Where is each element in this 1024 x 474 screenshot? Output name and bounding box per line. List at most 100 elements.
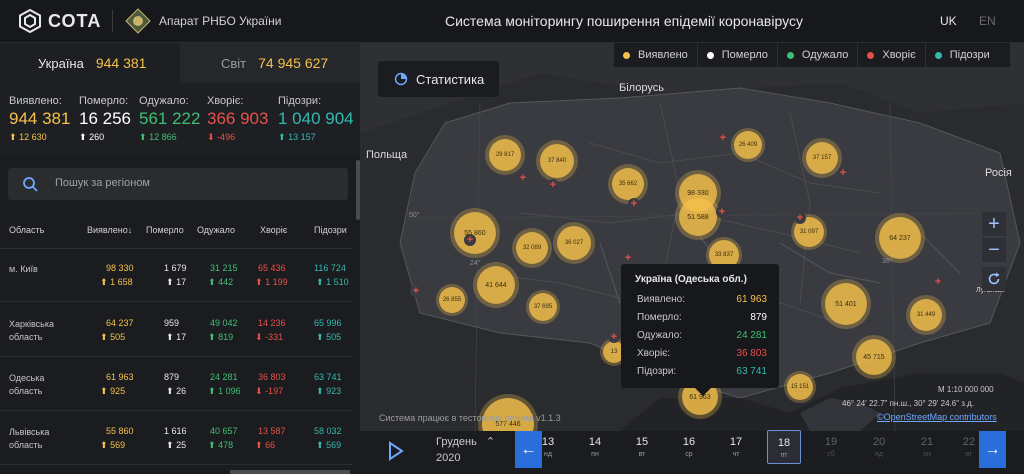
lang-uk[interactable]: UK <box>940 14 957 28</box>
region-bubble[interactable]: 41 644 <box>477 266 515 304</box>
region-name: Харківська область <box>9 319 54 342</box>
search-input[interactable]: Пошук за регіоном <box>55 177 150 189</box>
day-weekday: чт <box>732 451 740 458</box>
tab-world[interactable]: Світ 74 945 627 <box>180 43 360 83</box>
region-bubble[interactable]: 51 588 <box>679 198 717 236</box>
country-label-russia: Росія <box>985 167 1012 179</box>
legend-died[interactable]: Померло <box>698 43 778 67</box>
reset-view-button[interactable] <box>982 267 1006 291</box>
tooltip-row-value: 63 741 <box>736 366 767 377</box>
prev-day-button[interactable]: ← <box>515 431 542 468</box>
cross-marker-icon[interactable]: + <box>410 285 422 297</box>
next-day-button[interactable]: → <box>979 431 1006 468</box>
col-suspected[interactable]: Підозри <box>314 225 347 235</box>
bubble-label: 31 097 <box>799 229 819 235</box>
bubble-label: 37 840 <box>547 158 567 164</box>
cross-marker-icon[interactable]: + <box>608 331 620 343</box>
region-bubble[interactable]: 55 860 <box>454 212 496 254</box>
cross-marker-icon[interactable]: + <box>837 167 849 179</box>
day-number: 21 <box>920 436 934 448</box>
col-sick[interactable]: Хворіє <box>260 225 288 235</box>
region-bubble[interactable]: 26 855 <box>439 287 465 313</box>
grid-lon-label-24: 24° <box>470 260 481 267</box>
region-bubble[interactable]: 36 027 <box>557 226 591 260</box>
cross-marker-icon[interactable]: + <box>517 172 529 184</box>
died-value: 1 616 <box>164 426 187 436</box>
legend-sick[interactable]: Хворіє <box>858 43 926 67</box>
suspected-value: 65 996 <box>314 318 342 328</box>
cross-marker-icon[interactable]: + <box>716 206 728 218</box>
region-bubble[interactable]: 37 157 <box>806 142 838 174</box>
region-bubble[interactable]: 51 401 <box>825 283 867 325</box>
col-region[interactable]: Область <box>9 225 45 235</box>
arrow-up-icon: ⬆ <box>255 440 263 450</box>
timeline-day[interactable]: 20 нд <box>862 436 896 458</box>
col-died[interactable]: Померло <box>146 225 184 235</box>
region-bubble[interactable]: 26 409 <box>734 131 762 159</box>
app-header: СОТА Апарат РНБО України Система монітор… <box>0 0 1024 43</box>
osm-attribution-link[interactable]: ©OpenStreetMap contributors <box>877 412 997 422</box>
region-bubble[interactable]: 29 817 <box>489 139 521 171</box>
cross-marker-icon[interactable]: + <box>622 252 634 264</box>
zoom-out-button[interactable]: − <box>982 238 1006 262</box>
region-bubble[interactable]: 32 089 <box>516 232 548 264</box>
cota-logo[interactable]: СОТА <box>18 9 101 33</box>
sick-value: 14 236 <box>258 318 286 328</box>
suspected-delta: ⬆ 569 <box>316 440 341 451</box>
arrow-up-icon: ⬆ <box>166 332 174 342</box>
bubble-label: 29 817 <box>495 152 515 158</box>
table-row[interactable]: Харківська область 64 237 ⬆ 505 959 ⬆ 17… <box>0 304 352 357</box>
timeline-day[interactable]: 18 пт <box>767 430 801 464</box>
timeline-day[interactable]: 22 вт <box>959 436 979 458</box>
region-bubble[interactable]: 35 662 <box>612 168 644 200</box>
month-selector[interactable]: Грудень ⌃ 2020 <box>436 434 495 466</box>
timeline-day[interactable]: 16 ср <box>672 436 706 458</box>
tab-ukraine[interactable]: Україна 944 381 <box>0 43 180 83</box>
region-bubble[interactable]: 37 695 <box>529 293 557 321</box>
region-bubble[interactable]: 13 <box>603 341 625 363</box>
rnbo-link[interactable]: Апарат РНБО України <box>125 8 282 34</box>
timeline-day[interactable]: 13 нд <box>531 436 565 458</box>
play-button[interactable] <box>380 436 410 466</box>
timeline-day[interactable]: 14 пн <box>578 436 612 458</box>
tooltip-row: Померло: 879 <box>637 312 767 323</box>
table-scrollbar[interactable] <box>356 160 360 220</box>
sick-delta-value: 1 199 <box>265 277 288 287</box>
timeline-day[interactable]: 17 чт <box>719 436 753 458</box>
col-recovered[interactable]: Одужало <box>197 225 236 235</box>
play-icon <box>389 441 404 461</box>
table-row[interactable]: Львівська область 55 860 ⬆ 569 1 616 ⬆ 2… <box>0 412 352 465</box>
legend-recovered[interactable]: Одужало <box>778 43 859 67</box>
col-detected-label: Виявлено <box>87 225 128 235</box>
region-bubble[interactable]: 31 449 <box>910 299 942 331</box>
stat-delta: ⬆ 13 157 <box>278 132 354 143</box>
cross-marker-icon[interactable]: + <box>547 179 559 191</box>
legend-suspected[interactable]: Підозри <box>926 43 999 67</box>
cross-marker-icon[interactable]: + <box>794 212 806 224</box>
col-detected[interactable]: Виявлено↓ <box>87 225 132 235</box>
suspected-delta: ⬆ 923 <box>316 386 341 397</box>
cross-marker-icon[interactable]: + <box>628 198 640 210</box>
horizontal-scrollbar[interactable] <box>230 470 350 474</box>
legend-label: Хворіє <box>882 49 916 61</box>
region-bubble[interactable]: 37 840 <box>540 144 574 178</box>
region-name: Одеська область <box>9 373 45 396</box>
cross-marker-icon[interactable]: + <box>464 234 476 246</box>
region-bubble[interactable]: 45 715 <box>856 339 892 375</box>
region-bubble[interactable]: 15 151 <box>787 374 813 400</box>
timeline-day[interactable]: 15 вт <box>625 436 659 458</box>
recovered-delta-value: 478 <box>218 440 234 450</box>
timeline-day[interactable]: 21 пн <box>910 436 944 458</box>
cross-marker-icon[interactable]: + <box>932 276 944 288</box>
zoom-in-button[interactable]: + <box>982 212 1006 236</box>
cross-marker-icon[interactable]: + <box>717 132 729 144</box>
table-row[interactable]: м. Київ 98 330 ⬆ 1 658 1 679 ⬆ 17 31 215… <box>0 249 352 302</box>
legend-detected[interactable]: Виявлено <box>614 43 698 67</box>
region-search[interactable]: Пошук за регіоном <box>8 168 348 200</box>
tooltip-row: Хворіє: 36 803 <box>637 348 767 359</box>
table-row[interactable]: Одеська область 61 963 ⬆ 925 879 ⬆ 26 24… <box>0 358 352 411</box>
statistics-button[interactable]: Статистика <box>378 61 499 97</box>
lang-en[interactable]: EN <box>979 14 996 28</box>
region-bubble[interactable]: 64 237 <box>879 217 921 259</box>
timeline-day[interactable]: 19 сб <box>814 436 848 458</box>
